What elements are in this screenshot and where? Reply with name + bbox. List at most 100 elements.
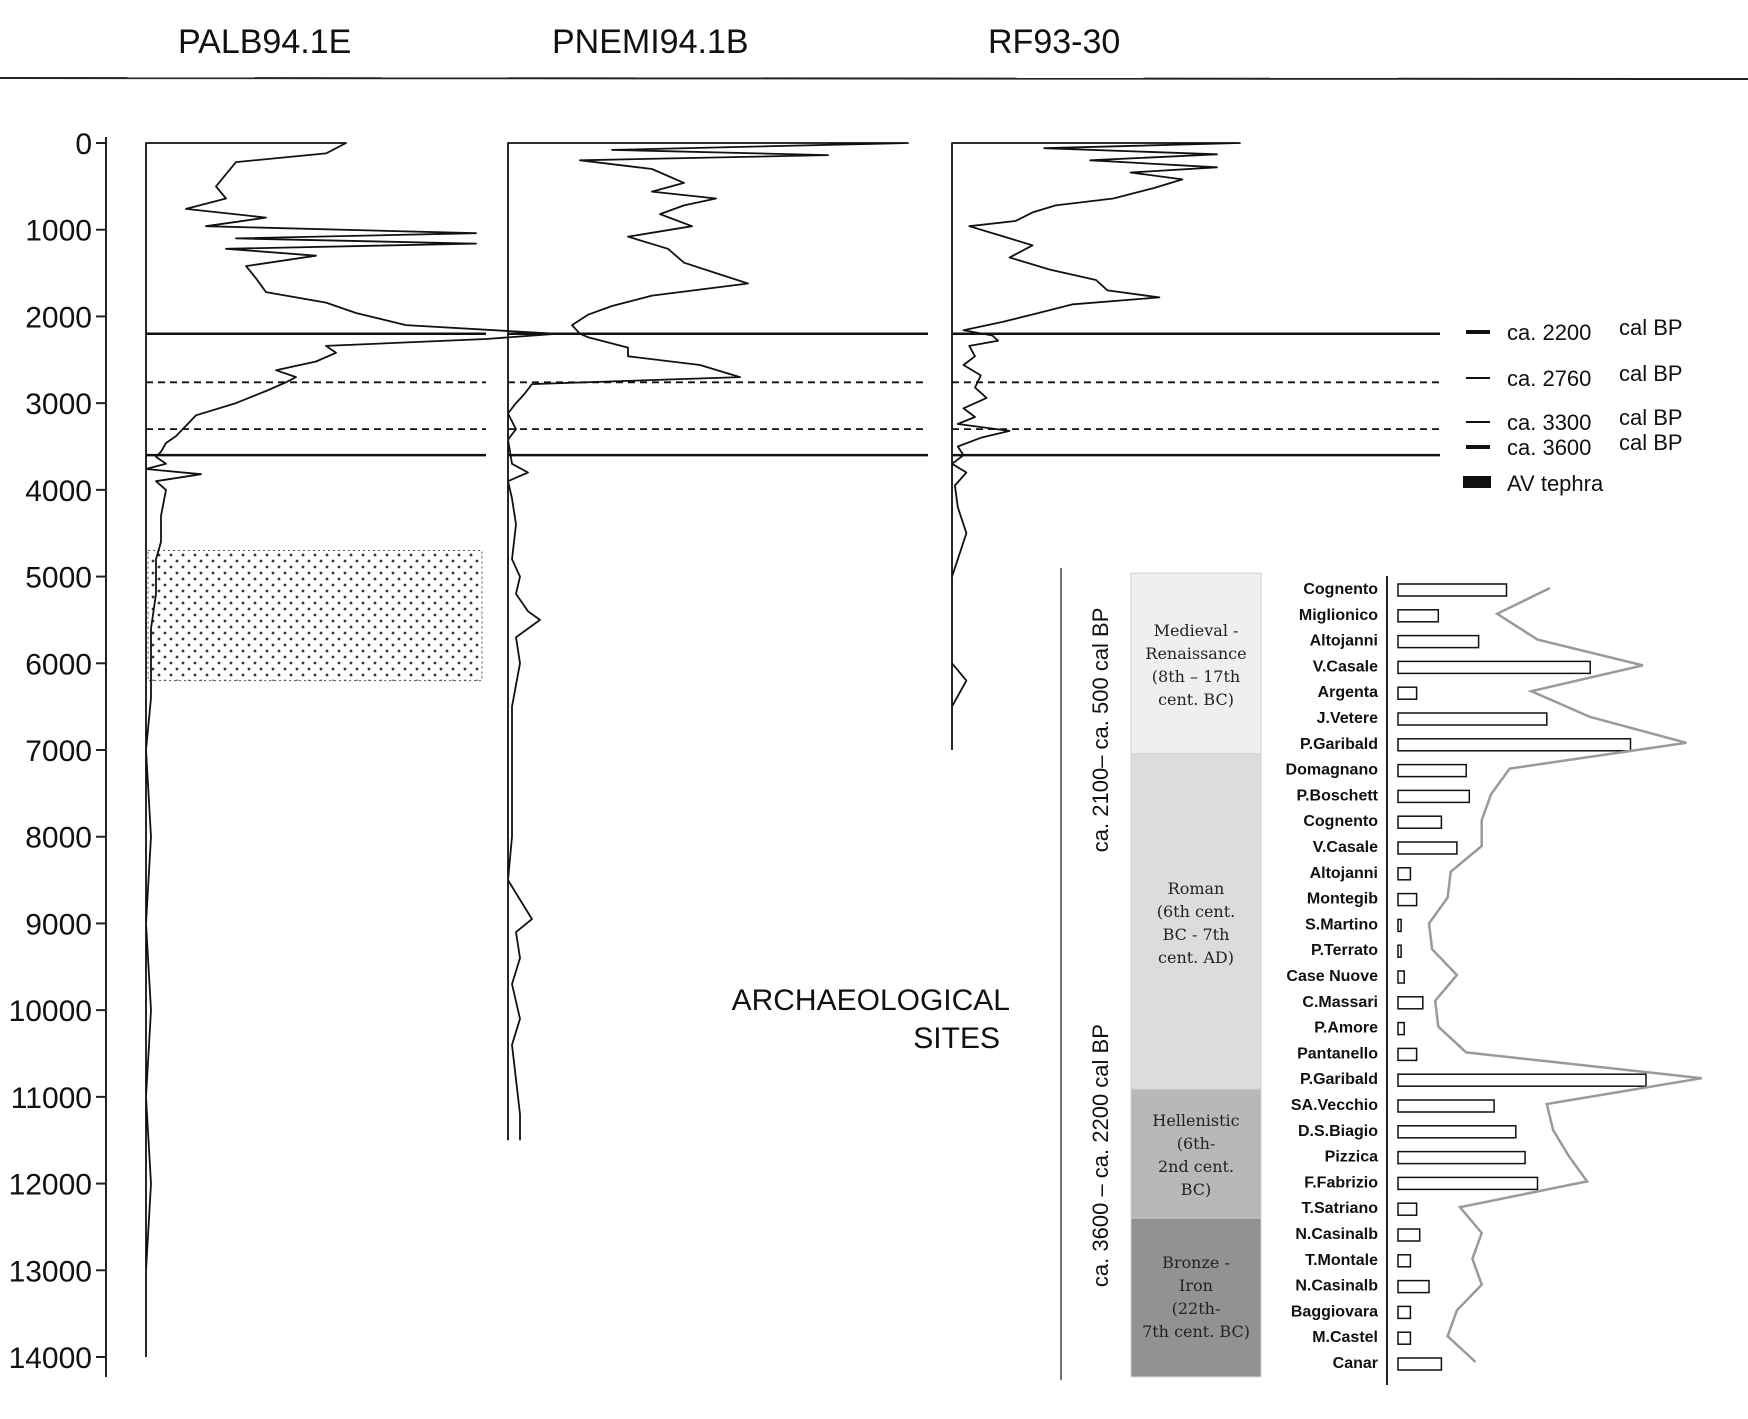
- site-bar: [1397, 970, 1405, 984]
- core-title-rf: RF93-30: [988, 23, 1120, 61]
- period-label: Hellenistic: [1152, 1111, 1239, 1130]
- site-trend-line: [1427, 586, 1703, 1363]
- site-label: Miglionico: [1299, 607, 1378, 624]
- site-label: Montegib: [1307, 891, 1378, 908]
- period-label: (8th – 17th: [1152, 667, 1240, 686]
- site-bar: [1397, 867, 1412, 881]
- site-bar: [1397, 712, 1548, 726]
- age-tick-label: 9000: [25, 908, 92, 941]
- legend-unit: cal BP: [1619, 315, 1683, 340]
- legend-unit: cal BP: [1619, 361, 1683, 386]
- period-label: cent. AD): [1158, 948, 1234, 967]
- site-bar: [1397, 583, 1508, 597]
- period-label: 7th cent. BC): [1142, 1322, 1250, 1341]
- core-curve-3: [951, 142, 1241, 750]
- period-label: Iron: [1179, 1276, 1213, 1295]
- site-bar: [1397, 815, 1443, 829]
- period-label: Bronze -: [1162, 1253, 1230, 1272]
- site-bar: [1397, 660, 1591, 675]
- period-label: (22th-: [1172, 1299, 1221, 1318]
- site-label: F.Fabrizio: [1304, 1174, 1378, 1191]
- legend-label: ca. 3600: [1507, 435, 1591, 460]
- site-bar: [1397, 1099, 1495, 1113]
- legend-label: ca. 2760: [1507, 366, 1591, 391]
- period-block: [1130, 1088, 1262, 1223]
- site-bar: [1397, 1125, 1517, 1139]
- age-tick-label: 7000: [25, 735, 92, 768]
- age-tick-label: 1000: [25, 215, 92, 248]
- arch-title-line2: SITES: [913, 1022, 1000, 1055]
- site-bar: [1397, 634, 1480, 649]
- site-bar: [1397, 1047, 1418, 1062]
- site-label: P.Garibald: [1300, 736, 1378, 753]
- age-tick-label: 8000: [25, 822, 92, 855]
- site-bar: [1397, 1228, 1421, 1242]
- header-rule: [0, 77, 1748, 80]
- site-bar: [1397, 841, 1458, 855]
- core-title-palb: PALB94.1E: [178, 23, 351, 61]
- site-bar: [1397, 738, 1632, 752]
- legend-label: ca. 3300: [1507, 410, 1591, 435]
- legend-unit: cal BP: [1619, 430, 1683, 455]
- period-label: 2nd cent.: [1158, 1157, 1234, 1176]
- site-label: SA.Vecchio: [1291, 1097, 1378, 1114]
- age-tick-label: 10000: [9, 995, 92, 1028]
- site-bar: [1397, 918, 1402, 933]
- site-label: S.Martino: [1305, 916, 1378, 933]
- period-label: Renaissance: [1145, 644, 1246, 663]
- period-label: cent. BC): [1158, 690, 1234, 709]
- site-label: N.Casinalb: [1295, 1278, 1378, 1295]
- age-tick-label: 4000: [25, 475, 92, 508]
- period-label: BC): [1181, 1180, 1212, 1199]
- site-label: M.Castel: [1312, 1329, 1378, 1346]
- site-bar: [1397, 1254, 1412, 1268]
- site-label: T.Satriano: [1302, 1200, 1379, 1217]
- legend: ca. 2200 cal BP ca. 2760 cal BP ca. 3300 cal …: [1463, 315, 1683, 496]
- site-bar: [1397, 944, 1402, 958]
- site-label: P.Boschett: [1296, 787, 1378, 804]
- site-bar: [1397, 1176, 1539, 1191]
- site-bar: [1397, 1279, 1430, 1294]
- site-bar: [1397, 1202, 1418, 1216]
- site-label: J.Vetere: [1317, 710, 1378, 727]
- site-bar: [1397, 763, 1467, 778]
- site-bar: [1397, 1073, 1647, 1087]
- site-label: N.Casinalb: [1295, 1226, 1378, 1243]
- site-label: Case Nuove: [1286, 968, 1378, 985]
- site-label: V.Casale: [1313, 658, 1378, 675]
- site-bar: [1397, 1150, 1526, 1165]
- site-bars: Cognento Miglionico Altojanni V.Casale Argen…: [1286, 581, 1647, 1372]
- period-block: [1130, 1217, 1262, 1378]
- interval-label: ca. 3600 – ca. 2200 cal BP: [1088, 1024, 1113, 1287]
- site-label: Altojanni: [1310, 865, 1378, 882]
- period-label: (6th cent.: [1157, 902, 1236, 921]
- age-tick-label: 5000: [25, 562, 92, 595]
- legend-tephra-label: AV tephra: [1507, 471, 1604, 496]
- age-tick-label: 14000: [9, 1342, 92, 1375]
- site-label: Cognento: [1303, 581, 1378, 598]
- site-label: Domagnano: [1286, 762, 1379, 779]
- tephra-band: [147, 550, 483, 682]
- age-tick-label: 12000: [9, 1169, 92, 1202]
- age-tick-label: 11000: [11, 1082, 92, 1115]
- site-label: P.Amore: [1314, 1020, 1378, 1037]
- site-bar: [1397, 1331, 1412, 1345]
- site-label: Pantanello: [1297, 1045, 1378, 1062]
- site-bar: [1397, 1305, 1412, 1320]
- site-label: Canar: [1333, 1355, 1378, 1372]
- site-bar: [1397, 1357, 1443, 1371]
- period-block: [1130, 572, 1262, 759]
- site-bar: [1397, 609, 1440, 623]
- period-label: Roman: [1168, 879, 1225, 898]
- core-curve-2: [507, 142, 909, 1141]
- site-label: Argenta: [1318, 684, 1379, 701]
- site-bar: [1397, 686, 1418, 700]
- arch-title-line1: ARCHAEOLOGICAL: [732, 984, 1010, 1017]
- legend-tephra-swatch: [1463, 476, 1491, 488]
- core-curve-1: [145, 142, 557, 1357]
- site-label: P.Garibald: [1300, 1071, 1378, 1088]
- age-tick-label: 6000: [25, 648, 92, 681]
- site-bar: [1397, 892, 1418, 907]
- core-curves: [145, 142, 1241, 1357]
- period-blocks: Medieval - Renaissance (8th – 17th cent. BC…: [1130, 572, 1262, 1378]
